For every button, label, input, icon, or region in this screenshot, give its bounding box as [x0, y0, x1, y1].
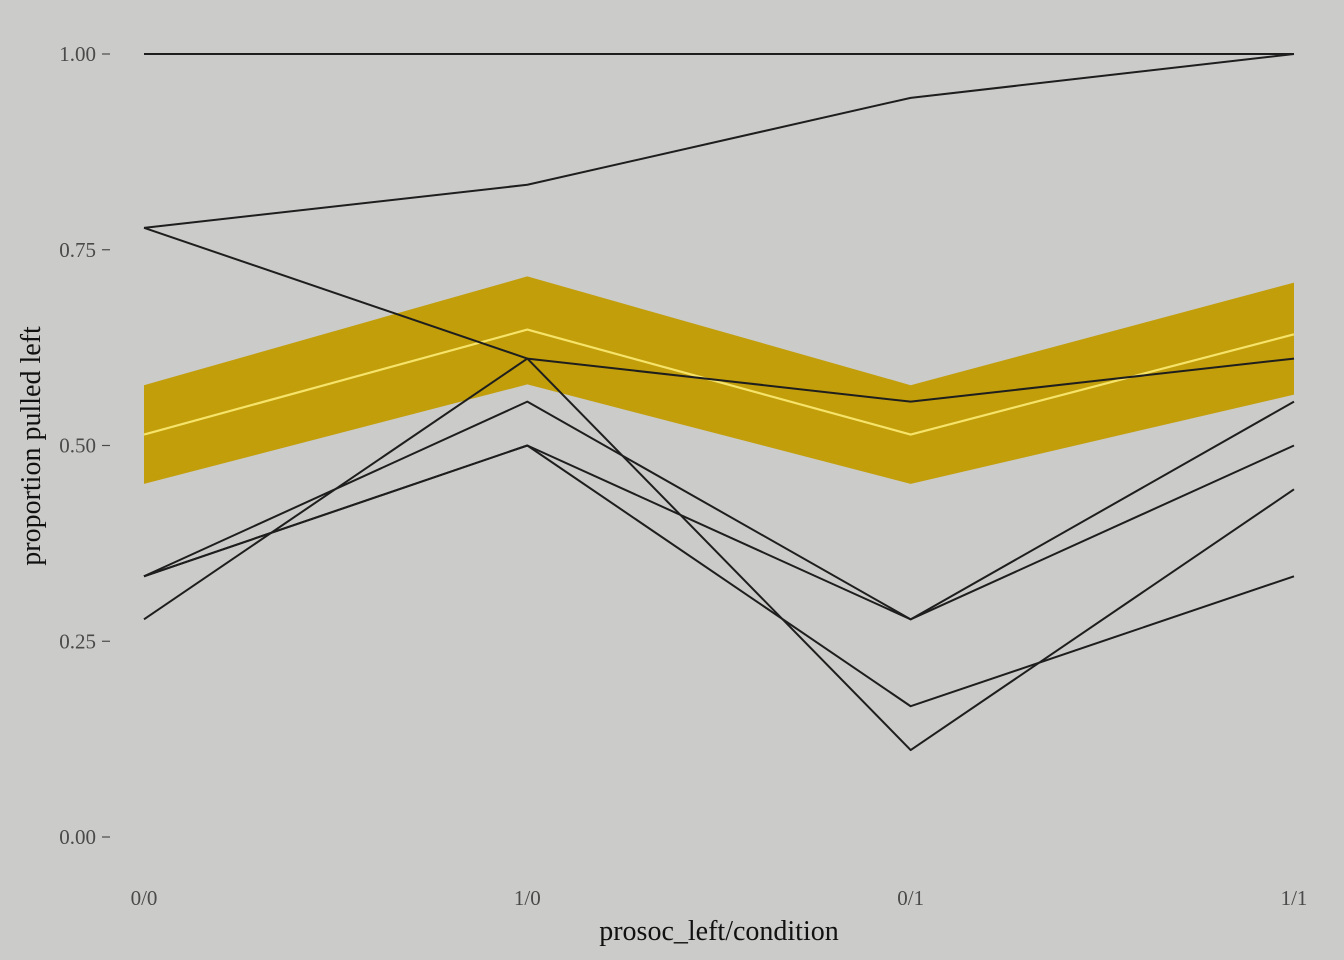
y-tick-label: 0.75 — [59, 238, 96, 262]
y-tick-label: 0.50 — [59, 434, 96, 458]
x-axis: 0/0 1/0 0/1 1/1 — [131, 886, 1308, 910]
x-tick-label: 1/1 — [1281, 886, 1308, 910]
actor-line — [143, 226, 1295, 403]
actor-line — [143, 53, 1295, 229]
posterior-mean-layer — [143, 328, 1295, 436]
x-tick-label: 1/0 — [514, 886, 541, 910]
actor-lines-layer — [143, 53, 1295, 752]
y-tick-label: 0.25 — [59, 629, 96, 653]
y-axis: 0.00 0.25 0.50 0.75 1.00 — [59, 42, 110, 849]
actor-line — [143, 357, 1295, 752]
actor-line — [143, 444, 1295, 708]
y-tick-label: 0.00 — [59, 825, 96, 849]
x-axis-title: prosoc_left/condition — [599, 916, 839, 947]
y-tick-label: 1.00 — [59, 42, 96, 66]
y-axis-title: proportion pulled left — [16, 326, 47, 566]
posterior-mean-line — [143, 328, 1295, 436]
x-tick-label: 0/0 — [131, 886, 158, 910]
x-tick-label: 0/1 — [897, 886, 924, 910]
